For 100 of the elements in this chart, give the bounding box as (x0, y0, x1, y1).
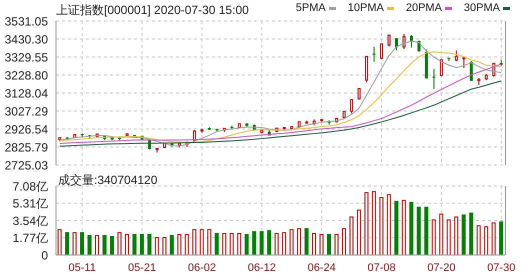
bar (222, 233, 226, 255)
y-tick-label: 2725.03 (4, 158, 48, 172)
bar (320, 234, 324, 255)
x-tick-label: 05-11 (68, 262, 96, 274)
bar (260, 231, 264, 255)
y-tick-label: 3.54亿 (12, 214, 48, 228)
candlestick (192, 130, 196, 141)
bar (469, 212, 474, 255)
y-tick-label: 3027.29 (4, 104, 48, 118)
bar (409, 202, 414, 255)
bar (484, 226, 488, 255)
bar (124, 234, 129, 255)
bar (200, 229, 204, 255)
x-tick-label: 07-08 (367, 262, 396, 274)
candlestick (350, 99, 354, 114)
bar (402, 200, 406, 255)
candlestick (462, 56, 466, 68)
bar (416, 206, 421, 255)
bar (446, 219, 451, 255)
bar (439, 214, 444, 255)
bar (117, 232, 122, 255)
bar (492, 222, 496, 255)
bar (342, 228, 346, 255)
bar (147, 234, 152, 255)
candlestick (402, 34, 406, 50)
bar (132, 234, 136, 255)
bar (237, 233, 242, 255)
bar (230, 233, 234, 255)
x-tick-label: 06-12 (248, 262, 276, 274)
bar (372, 191, 376, 255)
bar (499, 221, 504, 255)
bar (282, 232, 286, 255)
candlestick (372, 46, 376, 62)
bar (454, 216, 458, 255)
bar (462, 214, 466, 255)
candlestick (454, 50, 458, 62)
legend-label: 30PMA (464, 2, 500, 14)
bar (140, 234, 144, 255)
bar (154, 236, 159, 255)
bar (379, 197, 384, 255)
y-tick-label: 7.08亿 (12, 179, 48, 194)
bar (72, 232, 77, 255)
legend-label: 5PMA (296, 2, 326, 14)
bar (80, 232, 84, 255)
bar (304, 228, 309, 255)
y-tick-label: 3531.05 (4, 14, 48, 28)
candlestick (388, 34, 391, 47)
y-tick-label: 5.31亿 (12, 196, 48, 211)
bar (252, 231, 256, 255)
bar (424, 206, 428, 255)
bar (214, 233, 219, 255)
chart-title: 成交量:340704120 (58, 172, 158, 189)
bar (432, 219, 436, 255)
y-tick-label: 3228.80 (4, 68, 48, 82)
bar (177, 234, 182, 255)
bar (297, 228, 302, 255)
bar (207, 229, 212, 255)
bar (58, 229, 62, 255)
chart-title: 上证指数[000001] 2020-07-30 15:00 (56, 2, 249, 19)
bar (65, 232, 70, 255)
y-tick-label: 3128.04 (4, 86, 48, 100)
candlestick (365, 56, 368, 83)
bar (244, 234, 249, 255)
candlestick (394, 38, 398, 51)
bar (192, 229, 196, 255)
bar (162, 236, 166, 255)
bar (356, 210, 361, 255)
y-tick-label: 1.77亿 (12, 231, 48, 246)
candlestick (440, 58, 443, 76)
bar (386, 194, 391, 255)
bar (110, 236, 114, 255)
x-tick-label: 06-24 (308, 262, 336, 274)
bar (349, 216, 354, 255)
y-tick-label: 2926.54 (4, 122, 48, 136)
x-tick-label: 07-30 (487, 262, 516, 274)
bar (364, 192, 368, 255)
bar (334, 234, 338, 255)
bar (102, 235, 106, 255)
candlestick (380, 43, 384, 60)
bar (170, 235, 174, 255)
candlestick (432, 68, 436, 90)
legend-label: 20PMA (406, 2, 442, 14)
bar (88, 235, 92, 255)
y-tick-label: 2825.79 (4, 140, 48, 154)
bar (95, 235, 100, 255)
bar (312, 233, 316, 255)
bar (267, 230, 272, 255)
legend-label: 10PMA (348, 2, 384, 14)
y-tick-label: 3430.30 (4, 32, 48, 46)
x-tick-label: 05-21 (128, 262, 156, 274)
bar (394, 200, 398, 255)
bar (290, 229, 294, 255)
x-tick-label: 07-20 (427, 262, 456, 274)
line-series (59, 80, 502, 147)
y-tick-label: 0 (41, 248, 48, 262)
y-tick-label: 3329.55 (4, 50, 48, 64)
bar (184, 234, 189, 255)
x-tick-label: 06-02 (188, 262, 216, 274)
bar (326, 234, 331, 255)
bar (476, 225, 481, 255)
